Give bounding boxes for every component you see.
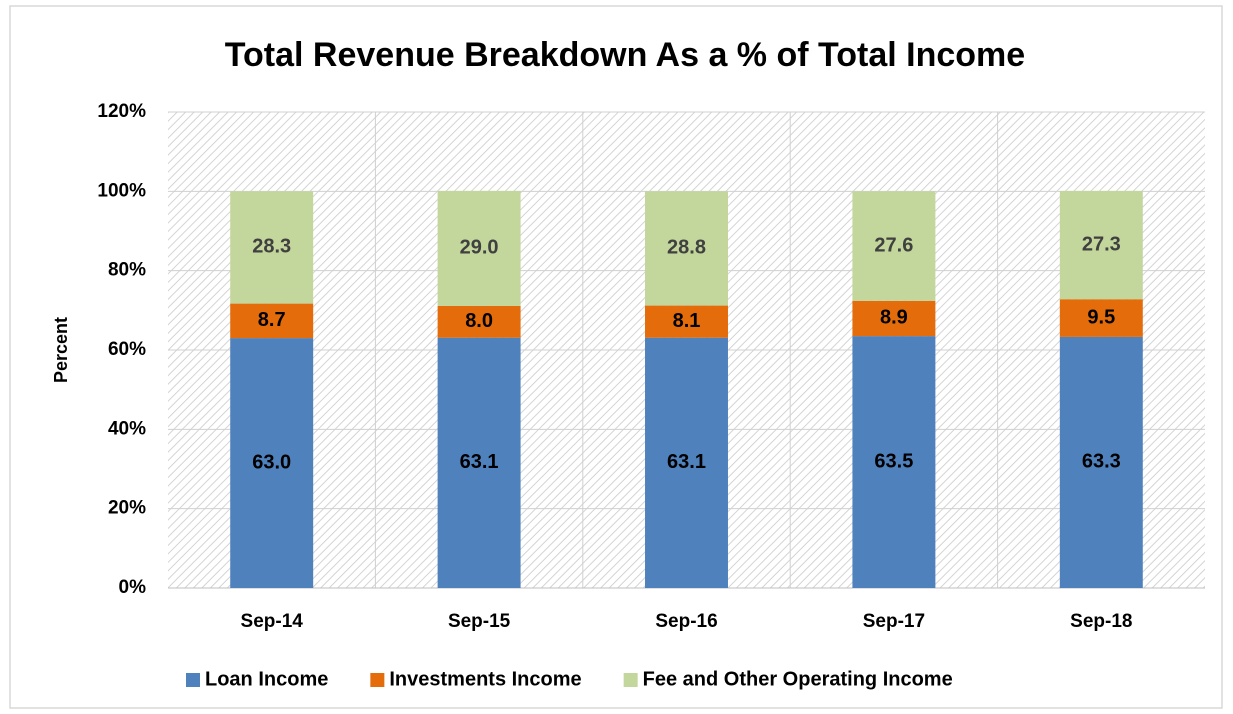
bar-segment [230,191,314,304]
bar-segment [852,300,936,337]
bar-segment [852,336,936,588]
data-label: 63.0 [252,451,291,473]
legend-swatch [370,673,385,687]
data-label: 28.8 [667,237,706,259]
y-tick-label: 40% [108,418,146,439]
y-tick-label: 100% [97,180,146,201]
bar-segment [437,190,521,306]
legend-label: Loan Income [205,668,328,690]
data-label: 27.3 [1082,233,1121,255]
data-label: 63.5 [874,450,913,472]
bar-segment [230,303,314,339]
bar-segment [1059,299,1143,337]
data-label: 63.1 [667,451,706,473]
x-tick-label: Sep-16 [655,611,717,632]
x-tick-label: Sep-15 [448,611,511,632]
legend-swatch [186,673,200,687]
data-label: 8.1 [673,310,701,332]
chart-title: Total Revenue Breakdown As a % of Total … [225,36,1025,74]
bar-segment [437,337,521,588]
data-label: 28.3 [252,236,291,258]
bar-segment [437,305,521,338]
bar-segment [645,305,728,338]
bar-segment [645,191,728,306]
legend-swatch [623,673,638,687]
data-label: 8.9 [880,307,908,329]
y-tick-label: 120% [97,101,146,122]
bar-segment [1059,190,1143,300]
bar-segment [852,191,936,301]
data-label: 27.6 [874,234,913,256]
y-axis-label: Percent [51,317,71,383]
data-label: 63.1 [460,451,499,473]
data-label: 8.0 [465,310,493,332]
data-label: 8.7 [258,309,286,331]
x-tick-label: Sep-17 [863,611,925,632]
x-tick-label: Sep-14 [241,611,304,632]
x-tick-label: Sep-18 [1070,611,1132,632]
bar-segment [230,338,314,588]
data-label: 63.3 [1082,451,1121,473]
y-tick-label: 0% [119,577,147,598]
data-label: 9.5 [1087,306,1115,328]
legend-label: Fee and Other Operating Income [643,668,953,690]
bar-segment [1059,336,1143,588]
legend-label: Investments Income [389,668,581,690]
y-tick-label: 80% [108,260,146,281]
y-tick-label: 20% [108,498,146,519]
y-tick-label: 60% [108,339,146,360]
bar-segment [645,337,728,588]
data-label: 29.0 [460,237,499,259]
